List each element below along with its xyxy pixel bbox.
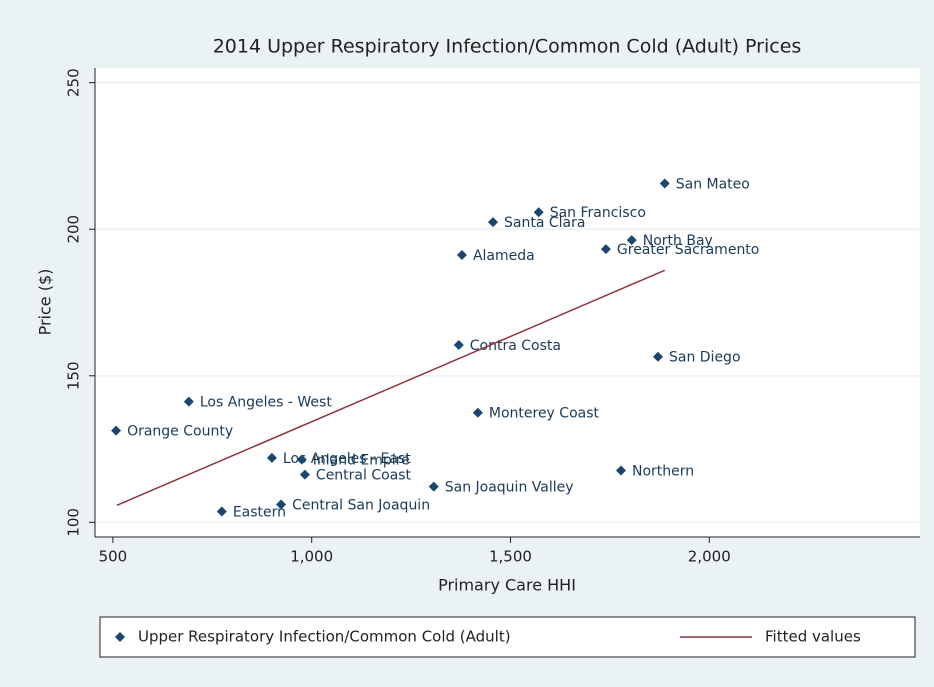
chart-title: 2014 Upper Respiratory Infection/Common … (213, 36, 802, 58)
point (216, 506, 227, 517)
legend-label: Upper Respiratory Infection/Common Cold … (138, 628, 511, 646)
point-label: San Francisco (550, 205, 646, 221)
point-label: San Joaquin Valley (445, 480, 574, 496)
point-label: Greater Sacramento (617, 242, 759, 258)
x-tick-label: 2,000 (688, 548, 731, 566)
point-label: Los Angeles - West (200, 395, 332, 411)
y-tick-label: 100 (65, 508, 83, 537)
point (453, 340, 464, 351)
point (487, 217, 498, 228)
fitted-line (116, 269, 666, 507)
point (299, 469, 310, 480)
legend-marker (115, 632, 125, 642)
point-label: Orange County (127, 424, 233, 440)
point-label: Monterey Coast (489, 406, 600, 422)
point (600, 244, 611, 255)
y-tick-label: 150 (65, 361, 83, 390)
x-tick-label: 500 (99, 548, 128, 566)
point-label: Contra Costa (470, 338, 561, 354)
point (428, 481, 439, 492)
plot-area (95, 68, 920, 537)
point-label: Central San Joaquin (292, 497, 430, 513)
point (276, 499, 287, 510)
y-tick-label: 250 (65, 68, 83, 97)
point (616, 465, 627, 476)
point (652, 351, 663, 362)
point (472, 407, 483, 418)
point (266, 452, 277, 463)
point (533, 207, 544, 218)
point-label: San Diego (669, 350, 741, 366)
legend-box (99, 616, 916, 658)
point-label: Alameda (473, 248, 535, 264)
point (111, 425, 122, 436)
point (183, 396, 194, 407)
y-axis-title: Price ($) (36, 269, 55, 336)
point (296, 454, 307, 465)
point (626, 235, 637, 246)
point (456, 250, 467, 261)
point-label: San Mateo (676, 176, 750, 192)
point-label: Northern (632, 463, 694, 479)
point-label: Los Angeles - East (283, 451, 411, 467)
point-label: Santa Clara (504, 215, 585, 231)
x-axis-title: Primary Care HHI (438, 576, 576, 595)
point-label: Central Coast (316, 468, 412, 484)
point-label: Inland Empire (313, 453, 410, 469)
y-tick-label: 200 (65, 215, 83, 244)
point-label: North Bay (643, 233, 713, 249)
point (659, 178, 670, 189)
x-tick-label: 1,000 (290, 548, 333, 566)
point-label: Eastern (233, 504, 286, 520)
x-tick-label: 1,500 (489, 548, 532, 566)
legend-label: Fitted values (765, 628, 861, 646)
